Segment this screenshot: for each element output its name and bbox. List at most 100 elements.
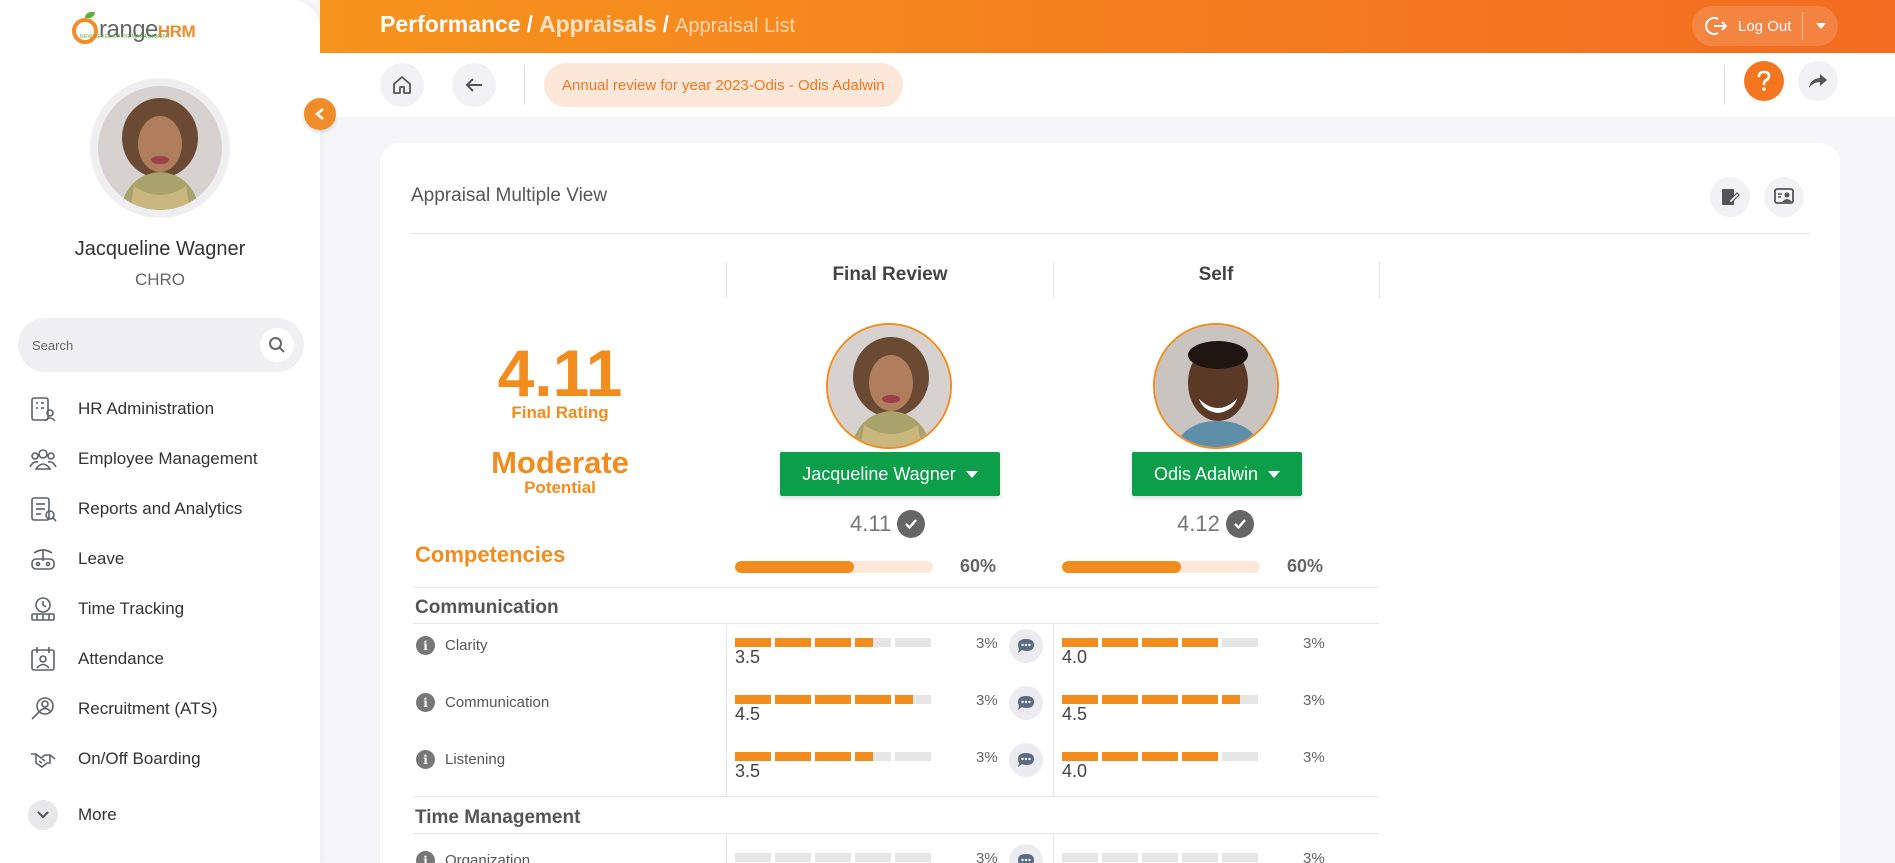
criterion-label: i Organization	[416, 851, 530, 863]
search-icon[interactable]	[260, 328, 294, 362]
logout-button[interactable]: Log Out	[1692, 6, 1802, 46]
sidebar-item-leave[interactable]: Leave	[0, 534, 320, 584]
sidebar-item-employee-management[interactable]: Employee Management	[0, 434, 320, 484]
rating-bar	[1062, 752, 1258, 761]
rating-segment-fill	[1062, 638, 1098, 647]
rating-bar	[735, 695, 931, 704]
reviewer-select-button[interactable]: Odis Adalwin	[1132, 452, 1302, 496]
check-icon	[897, 510, 926, 538]
rating-segment	[775, 695, 811, 704]
reviewer-progress-bar	[735, 561, 933, 573]
divider	[410, 233, 1810, 234]
handshake-icon	[28, 744, 58, 774]
logout-dropdown-button[interactable]	[1803, 22, 1838, 30]
rating-segment	[1102, 752, 1138, 761]
comment-icon[interactable]	[1009, 629, 1043, 663]
appraisal-tab-pill[interactable]: Annual review for year 2023-Odis - Odis …	[544, 63, 903, 107]
employee-icon	[28, 444, 58, 474]
breadcrumb-section[interactable]: Appraisals	[539, 11, 657, 37]
divider	[726, 262, 727, 298]
rating-segment	[1222, 752, 1258, 761]
rating-segment	[855, 638, 891, 647]
rating-segment	[1182, 752, 1218, 761]
comment-icon[interactable]	[1009, 686, 1043, 720]
rating-segment-fill	[1102, 695, 1138, 704]
rating-segment-fill	[735, 695, 771, 704]
criterion-name: Listening	[445, 751, 506, 768]
back-button[interactable]	[452, 63, 496, 107]
edit-appraisal-button[interactable]	[1710, 177, 1750, 217]
sidebar-item-label: Reports and Analytics	[78, 499, 243, 518]
comment-icon[interactable]	[1009, 844, 1043, 863]
divider	[413, 833, 1379, 834]
breadcrumb: Performance / Appraisals / Appraisal List	[380, 11, 795, 38]
reviewer-score: 4.12	[1177, 510, 1254, 538]
sidebar-item-attendance[interactable]: Attendance	[0, 634, 320, 684]
logout-icon	[1705, 17, 1728, 35]
info-icon[interactable]: i	[416, 750, 435, 769]
logout-label: Log Out	[1738, 17, 1792, 35]
rating-segment-fill	[1142, 638, 1178, 647]
reviewer-progress-label: 60%	[960, 556, 997, 576]
comment-icon[interactable]	[1009, 743, 1043, 777]
check-icon	[1225, 510, 1254, 538]
rating-value: 3.5	[735, 647, 761, 667]
rating-bar	[1062, 853, 1258, 862]
sidebar-item-reports-and-analytics[interactable]: Reports and Analytics	[0, 484, 320, 534]
rating-value: 4.5	[1062, 704, 1088, 724]
info-icon[interactable]: i	[416, 636, 435, 655]
share-button[interactable]	[1798, 61, 1838, 101]
sidebar-item-recruitment[interactable]: Recruitment (ATS)	[0, 684, 320, 734]
progress-fill	[1062, 561, 1181, 573]
info-icon[interactable]: i	[416, 693, 435, 712]
rating-segment	[895, 853, 931, 862]
rating-segment-fill	[1142, 695, 1178, 704]
orangehrm-logo[interactable]: rangeHRM	[72, 8, 196, 44]
sidebar-more[interactable]: More	[28, 800, 117, 830]
question-icon	[1757, 70, 1771, 91]
divider	[1053, 834, 1054, 863]
rating-value: 4.0	[1062, 647, 1088, 667]
rating-segment	[1102, 853, 1138, 862]
sidebar-item-onoff-boarding[interactable]: On/Off Boarding	[0, 734, 320, 784]
rating-bar	[735, 638, 931, 647]
orange-logo-icon	[72, 12, 98, 44]
sidebar-collapse-button[interactable]	[304, 98, 336, 130]
rating-segment	[855, 752, 891, 761]
info-icon[interactable]: i	[416, 851, 435, 863]
reviewer-view-button[interactable]	[1764, 177, 1804, 217]
rating-segment	[1062, 638, 1098, 647]
reviewer-score-value: 4.12	[1177, 511, 1220, 536]
search-input[interactable]	[32, 337, 252, 353]
rating-segment-fill	[735, 638, 771, 647]
rating-segment-fill	[775, 638, 811, 647]
rating-segment	[775, 752, 811, 761]
sidebar-item-label: Attendance	[78, 649, 165, 668]
leave-icon	[28, 544, 58, 574]
card-title: Appraisal Multiple View	[411, 185, 608, 206]
reviewer-select-button[interactable]: Jacqueline Wagner	[780, 452, 1000, 496]
divider	[413, 623, 1379, 624]
sidebar-item-hr-administration[interactable]: HR Administration	[0, 384, 320, 434]
reviewer-avatar	[1153, 323, 1279, 449]
criterion-name: Clarity	[445, 637, 488, 654]
rating-segment	[1222, 695, 1258, 704]
rating-segment	[1222, 638, 1258, 647]
rating-value: 4.0	[1062, 761, 1088, 781]
rating-segment	[815, 752, 851, 761]
rating-value: 4.5	[735, 704, 761, 724]
sidebar-item-time-tracking[interactable]: Time Tracking	[0, 584, 320, 634]
hr-admin-icon	[28, 394, 58, 424]
sidebar-item-label: Employee Management	[78, 449, 258, 468]
help-button[interactable]	[1744, 61, 1784, 101]
breadcrumb-module[interactable]: Performance	[380, 11, 521, 37]
sidebar-item-label: Recruitment (ATS)	[78, 699, 218, 718]
rating-segment	[855, 695, 891, 704]
profile-avatar[interactable]	[90, 78, 230, 218]
final-rating-label: Final Rating	[511, 403, 609, 422]
divider	[726, 624, 727, 796]
top-bar: Performance / Appraisals / Appraisal List Lo…	[320, 0, 1895, 53]
logout-divider	[1802, 12, 1803, 40]
rating-weight: 3%	[1303, 635, 1325, 652]
home-button[interactable]	[380, 63, 424, 107]
